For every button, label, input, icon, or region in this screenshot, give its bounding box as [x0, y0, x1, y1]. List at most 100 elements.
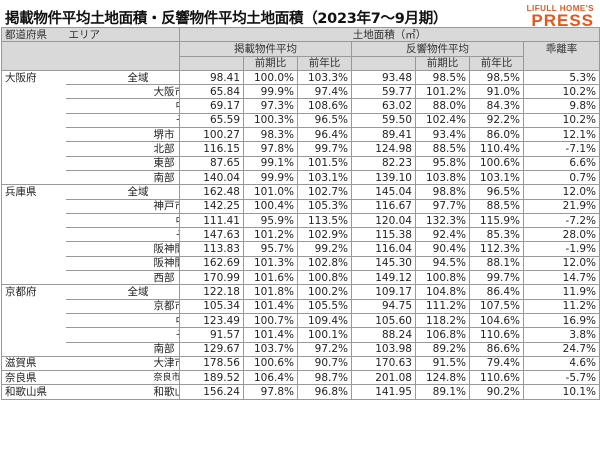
cell-response-qoq: 97.7% — [415, 198, 470, 214]
cell-listing-area: 113.83 — [179, 241, 244, 257]
cell-response-qoq: 92.4% — [415, 227, 470, 243]
cell-divergence: 11.2% — [523, 298, 600, 314]
cell-divergence: 24.7% — [523, 341, 600, 357]
cell-area: 全域 — [65, 284, 180, 300]
cell-area: 中心3区 — [65, 213, 180, 229]
header-divergence: 乖離率 — [523, 41, 600, 57]
header-area-spacer2 — [65, 56, 180, 71]
cell-listing-yoy: 102.9% — [297, 227, 352, 243]
cell-divergence: 10.2% — [523, 84, 600, 100]
cell-pref — [1, 127, 66, 142]
cell-response-area: 145.30 — [351, 255, 416, 272]
table-row: 京都府 全域 122.18 101.8% 100.2% 109.17 104.8% 86.4%… — [1, 284, 600, 300]
table-row: 阪神間北部113.8395.7%99.2%116.0490.4%112.3%-1… — [1, 241, 600, 257]
cell-listing-yoy: 98.7% — [297, 370, 352, 386]
cell-listing-qoq: 98.3% — [243, 127, 298, 143]
cell-pref — [1, 241, 66, 257]
table-row: その他区91.57101.4%100.1%88.24106.8%110.6%3.… — [1, 327, 600, 343]
cell-listing-area: 105.34 — [179, 298, 244, 314]
cell-response-yoy: 100.6% — [469, 155, 524, 171]
cell-listing-qoq: 99.9% — [243, 169, 298, 186]
cell-listing-area: 170.99 — [179, 270, 244, 286]
table-row: 南部 129.67 103.7% 97.2% 103.98 89.2% 86.6% 24.7% — [1, 341, 600, 357]
cell-listing-area: 156.24 — [179, 384, 244, 400]
cell-response-yoy: 107.5% — [469, 298, 524, 314]
cell-divergence: 28.0% — [523, 227, 600, 243]
cell-response-qoq: 98.8% — [415, 184, 470, 200]
cell-response-yoy: 99.7% — [469, 270, 524, 286]
cell-listing-qoq: 100.0% — [243, 69, 298, 86]
cell-response-qoq: 106.8% — [415, 327, 470, 343]
cell-listing-yoy: 113.5% — [297, 212, 352, 229]
cell-divergence: -7.1% — [523, 141, 600, 157]
cell-response-yoy: 110.6% — [469, 370, 524, 386]
cell-pref — [1, 98, 66, 114]
header-pref-spacer2 — [1, 56, 66, 71]
cell-listing-yoy: 100.1% — [297, 327, 352, 343]
cell-response-area: 149.12 — [351, 270, 416, 286]
cell-divergence: 4.6% — [523, 355, 600, 372]
cell-listing-area: 69.17 — [179, 98, 244, 114]
cell-response-yoy: 96.5% — [469, 184, 524, 200]
cell-listing-qoq: 97.8% — [243, 384, 298, 400]
cell-response-qoq: 100.8% — [415, 270, 470, 286]
table-row: 中心3区111.4195.9%113.5%120.04132.3%115.9%-… — [1, 212, 600, 229]
cell-listing-area: 100.27 — [179, 127, 244, 143]
cell-area: 東部 — [65, 156, 180, 171]
cell-response-yoy: 79.4% — [469, 355, 524, 372]
cell-area: 大阪市 — [65, 84, 180, 100]
cell-area: 和歌山市 — [65, 384, 180, 400]
table-row: 南部 140.04 99.9% 103.1% 139.10 103.8% 103.1% 0.7… — [1, 169, 600, 186]
header-response-qoq: 前期比 — [415, 55, 470, 71]
header-area-spacer — [65, 41, 180, 57]
cell-response-qoq: 93.4% — [415, 127, 470, 143]
table-body: 大阪府 全域 98.41 100.0% 103.3% 93.48 98.5% 98.5% 5.3… — [1, 69, 600, 400]
cell-area: 阪神間南部 — [65, 256, 180, 272]
cell-listing-qoq: 101.6% — [243, 270, 298, 286]
cell-response-area: 141.95 — [351, 384, 416, 400]
table-row: 奈良県奈良市・生駒市189.52106.4%98.7%201.08124.8%1… — [1, 370, 600, 386]
cell-pref — [1, 156, 66, 171]
cell-pref — [1, 170, 66, 186]
cell-listing-yoy: 90.7% — [297, 355, 352, 372]
cell-pref: 奈良県 — [1, 370, 66, 386]
cell-listing-yoy: 97.4% — [297, 84, 352, 100]
cell-area: 阪神間北部 — [65, 241, 180, 257]
cell-pref: 滋賀県 — [1, 355, 66, 372]
cell-listing-qoq: 106.4% — [243, 370, 298, 386]
cell-listing-yoy: 99.7% — [297, 141, 352, 157]
cell-response-area: 59.77 — [351, 84, 416, 100]
cell-pref — [1, 199, 66, 214]
cell-listing-yoy: 102.8% — [297, 255, 352, 272]
cell-area: 全域 — [65, 69, 180, 86]
cell-response-area: 89.41 — [351, 127, 416, 143]
cell-divergence: -1.9% — [523, 241, 600, 257]
cell-listing-qoq: 101.2% — [243, 227, 298, 243]
table-row: 大阪府 全域 98.41 100.0% 103.3% 93.48 98.5% 98.5% 5.3… — [1, 69, 600, 86]
cell-response-qoq: 101.2% — [415, 84, 470, 100]
cell-response-yoy: 112.3% — [469, 241, 524, 257]
cell-response-area: 170.63 — [351, 355, 416, 372]
cell-response-area: 116.67 — [351, 198, 416, 214]
cell-divergence: 9.8% — [523, 98, 600, 114]
cell-listing-qoq: 101.4% — [243, 327, 298, 343]
table-row: 阪神間南部162.69101.3%102.8%145.3094.5%88.1%1… — [1, 255, 600, 272]
cell-response-qoq: 103.8% — [415, 169, 470, 186]
cell-divergence: 12.1% — [523, 127, 600, 143]
cell-listing-yoy: 103.1% — [297, 169, 352, 186]
cell-area: その他区 — [65, 113, 180, 129]
cell-listing-area: 142.25 — [179, 198, 244, 214]
header-group: 土地面積（㎡） — [179, 26, 600, 43]
cell-response-qoq: 104.8% — [415, 284, 470, 300]
cell-listing-yoy: 96.5% — [297, 112, 352, 129]
cell-response-qoq: 98.5% — [415, 69, 470, 86]
cell-response-yoy: 85.3% — [469, 227, 524, 243]
cell-response-yoy: 88.1% — [469, 255, 524, 272]
cell-listing-area: 122.18 — [179, 284, 244, 300]
cell-pref — [1, 270, 66, 286]
cell-response-qoq: 111.2% — [415, 298, 470, 314]
cell-divergence: 14.7% — [523, 270, 600, 286]
cell-response-area: 116.04 — [351, 241, 416, 257]
